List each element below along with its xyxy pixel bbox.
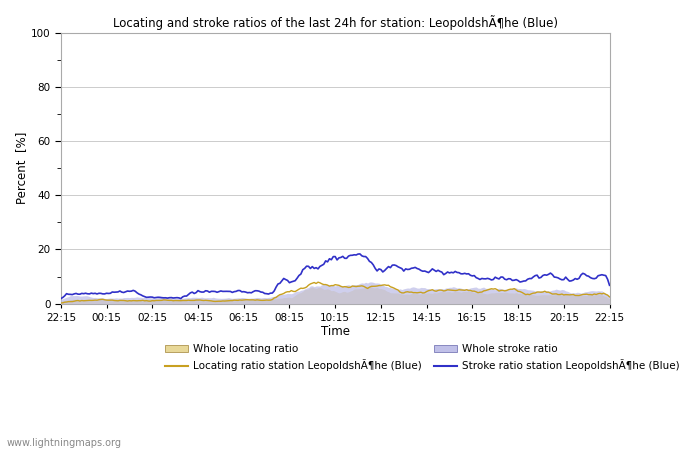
Y-axis label: Percent  [%]: Percent [%] bbox=[15, 132, 28, 204]
Title: Locating and stroke ratios of the last 24h for station: LeopoldshÃ¶he (Blue): Locating and stroke ratios of the last 2… bbox=[113, 15, 558, 30]
Text: www.lightningmaps.org: www.lightningmaps.org bbox=[7, 438, 122, 448]
X-axis label: Time: Time bbox=[321, 325, 350, 338]
Legend: Whole locating ratio, Locating ratio station LeopoldshÃ¶he (Blue), Whole stroke : Whole locating ratio, Locating ratio sta… bbox=[164, 344, 680, 371]
